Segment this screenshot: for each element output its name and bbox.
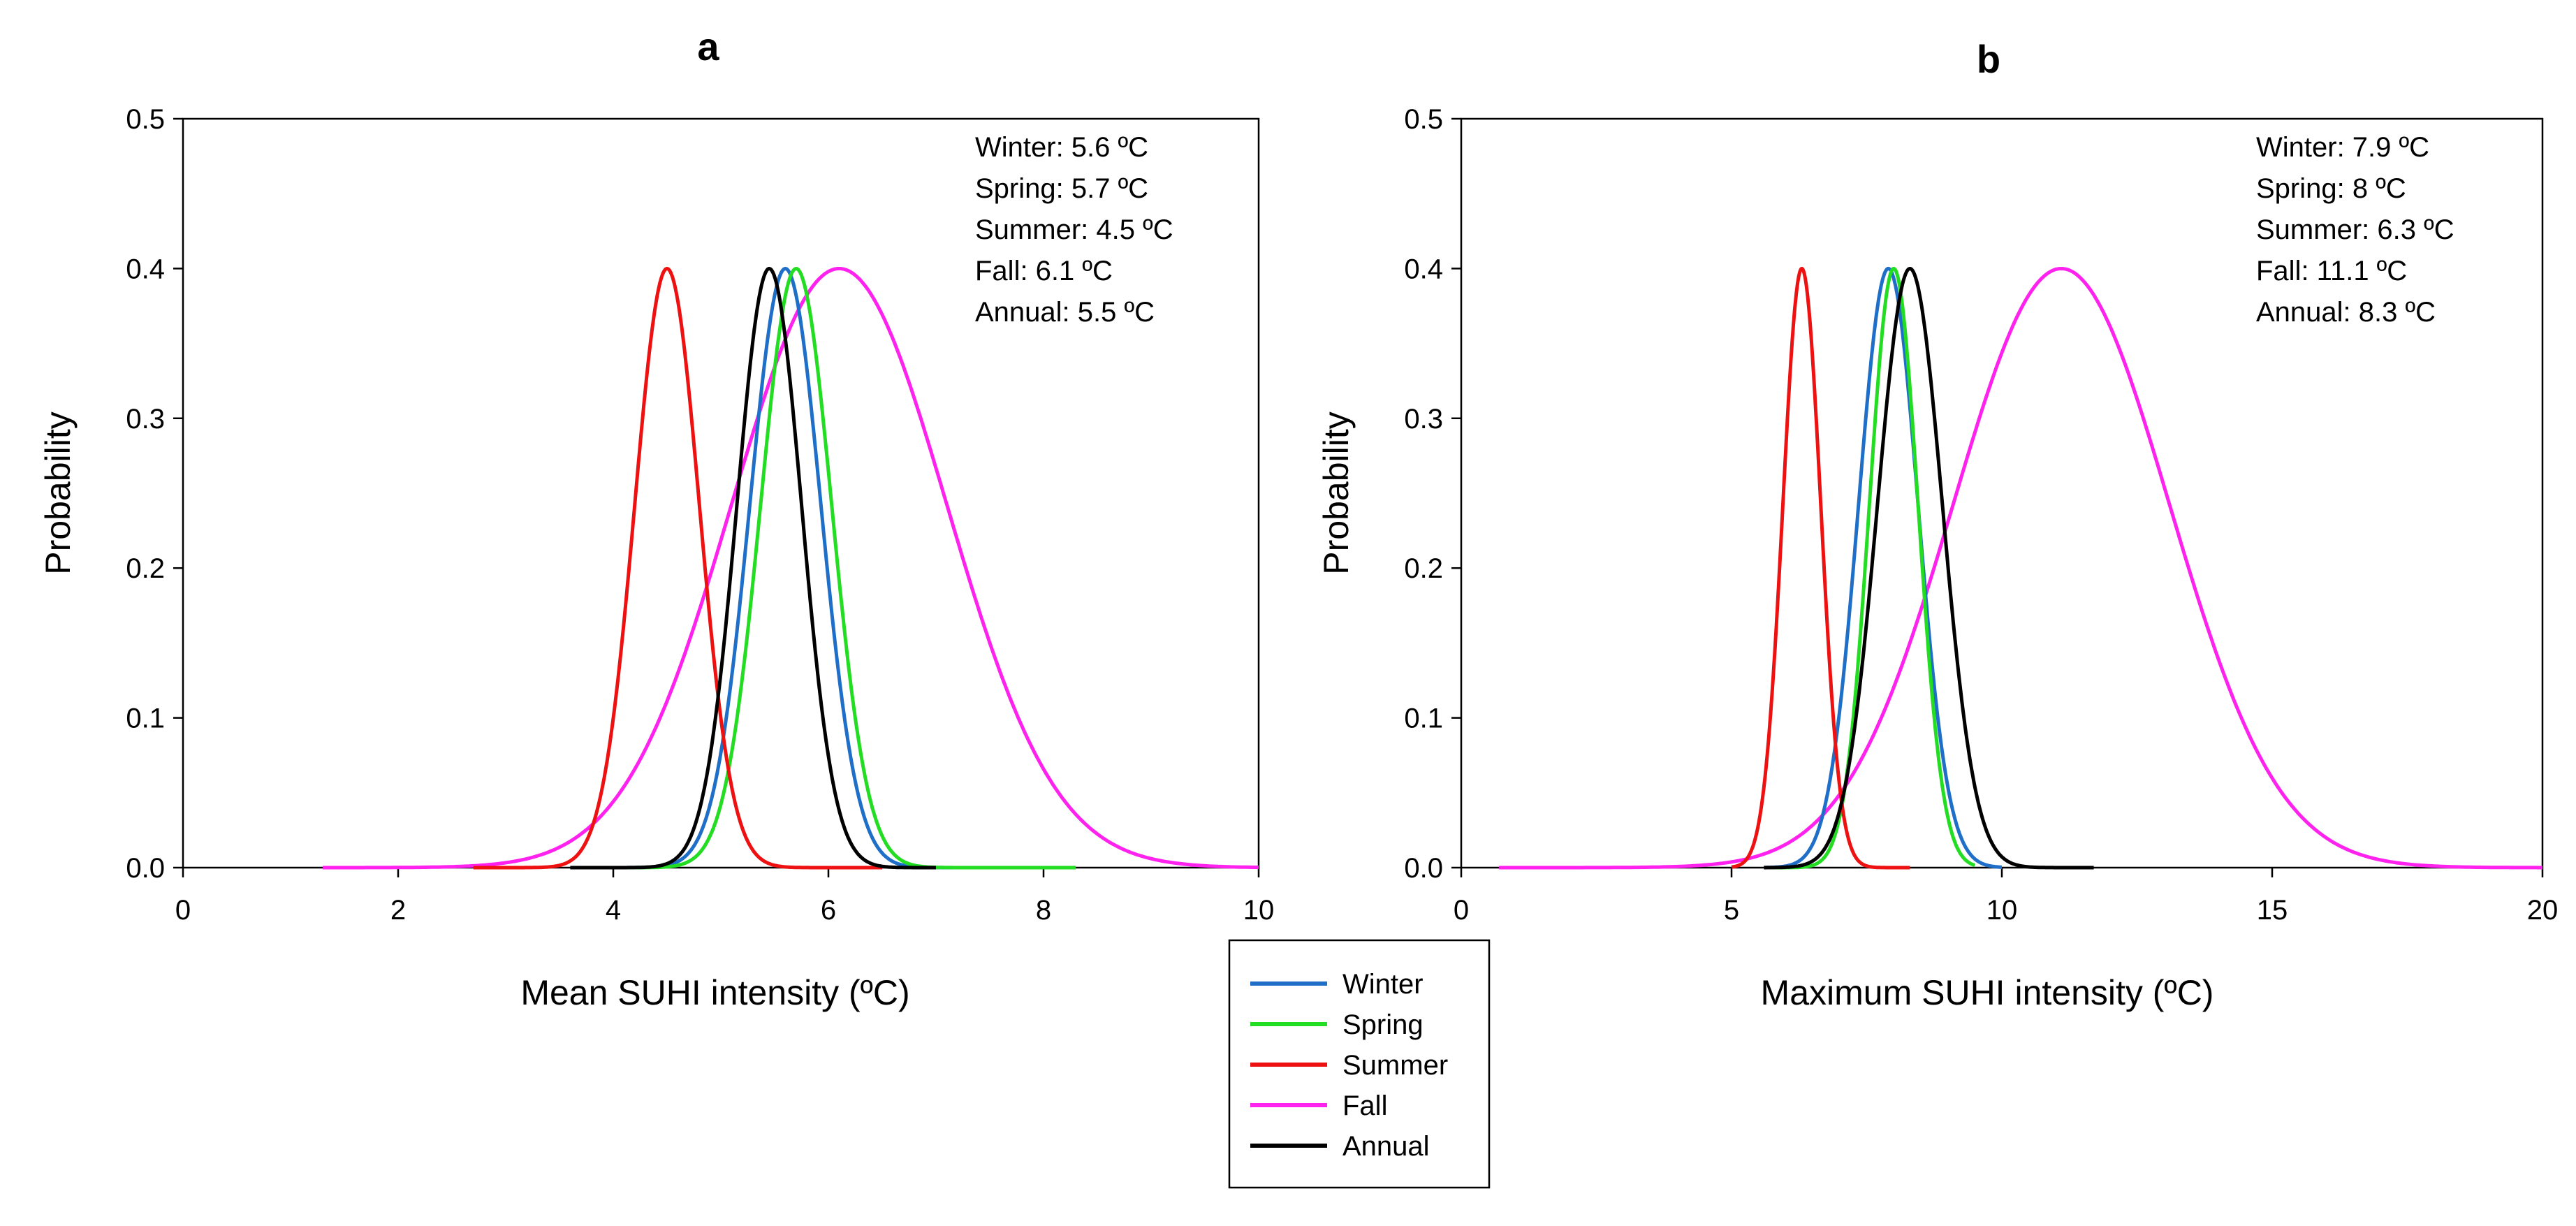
- legend-label-fall: Fall: [1342, 1090, 1387, 1121]
- panel-a-label: a: [697, 24, 719, 68]
- panel-a-xtick-label: 0: [175, 895, 191, 926]
- panel-b-annotation-summer: Summer: 6.3 ºC: [2256, 214, 2454, 245]
- panel-a-annotation-spring: Spring: 5.7 ºC: [975, 173, 1148, 204]
- panel-a-curve-summer: [473, 266, 883, 870]
- panel-b-xtick-label: 20: [2527, 895, 2559, 926]
- panel-b-xtick-label: 0: [1454, 895, 1469, 926]
- panel-a-ytick-label: 0.0: [126, 853, 165, 884]
- panel-a-plot-frame: [182, 117, 1260, 869]
- panel-b-annotation-winter: Winter: 7.9 ºC: [2256, 132, 2429, 163]
- panel-a-curve-winter: [591, 266, 1001, 870]
- panel-a-ytick-label: 0.3: [126, 404, 165, 435]
- panel-a-xtick-label: 4: [606, 895, 621, 926]
- panel-b-curve-summer: [1730, 266, 1912, 870]
- panel-b-annotations: Winter: 7.9 ºC Spring: 8 ºC Summer: 6.3 …: [2256, 132, 2454, 328]
- panel-a-xtick-label: 8: [1036, 895, 1051, 926]
- panel-b-annotation-fall: Fall: 11.1 ºC: [2256, 256, 2407, 286]
- panel-b-y-axis: 0.0 0.1 0.2 0.3 0.4 0.5: [1404, 104, 1461, 884]
- panel-a-curve-spring: [592, 267, 1076, 870]
- panel-b-ytick-label: 0.0: [1404, 853, 1443, 884]
- legend: Winter Spring Summer Fall Annual: [1228, 939, 1491, 1189]
- panel-a-xtick-label: 6: [821, 895, 836, 926]
- panel-a-annotation-fall: Fall: 6.1 ºC: [975, 256, 1113, 286]
- panel-b-label: b: [1977, 37, 2000, 81]
- panel-b-x-axis: 0 5 10 15 20: [1454, 868, 2558, 926]
- panel-b-curve-fall: [1499, 267, 2542, 870]
- panel-b-annotation-annual: Annual: 8.3 ºC: [2256, 297, 2436, 328]
- panel-a-ylabel: Probability: [38, 411, 78, 574]
- legend-label-winter: Winter: [1342, 969, 1424, 1000]
- panel-b-ylabel: Probability: [1317, 411, 1356, 574]
- panel-b-ytick-label: 0.3: [1404, 404, 1443, 435]
- panel-b-xtick-label: 15: [2257, 895, 2288, 926]
- panel-a-annotation-winter: Winter: 5.6 ºC: [975, 132, 1148, 163]
- legend-label-annual: Annual: [1342, 1131, 1430, 1162]
- panel-b-xtick-label: 5: [1724, 895, 1739, 926]
- panel-a-xtick-label: 2: [390, 895, 406, 926]
- panel-a-ytick-label: 0.5: [126, 104, 165, 135]
- panel-a-ytick-label: 0.2: [126, 553, 165, 584]
- legend-label-summer: Summer: [1342, 1050, 1448, 1081]
- panel-b-curve-winter: [1763, 266, 2003, 870]
- panel-a-ytick-label: 0.4: [126, 254, 165, 284]
- panel-b-curve-annual: [1763, 266, 2095, 870]
- panel-a-curve-fall: [323, 267, 1259, 870]
- panel-a-annotation-annual: Annual: 5.5 ºC: [975, 297, 1155, 328]
- panel-b-xlabel: Maximum SUHI intensity (ºC): [1761, 973, 2214, 1012]
- panel-b-ytick-label: 0.2: [1404, 553, 1443, 584]
- panel-b-ytick-label: 0.5: [1404, 104, 1443, 135]
- panel-b-ytick-label: 0.1: [1404, 703, 1443, 734]
- panel-b-curve-spring: [1768, 267, 1976, 870]
- panel-a-curve-annual: [569, 266, 937, 870]
- panel-a: a 0.0 0.1 0.2 0.3 0.4 0.5 0 2 4 6 8 10 Probability…: [38, 24, 1274, 1012]
- panel-a-xtick-label: 10: [1243, 895, 1275, 926]
- panel-a-y-axis: 0.0 0.1 0.2 0.3 0.4 0.5: [126, 104, 183, 884]
- legend-label-spring: Spring: [1342, 1009, 1424, 1040]
- panel-b-xtick-label: 10: [1986, 895, 2018, 926]
- panel-a-annotation-summer: Summer: 4.5 ºC: [975, 214, 1173, 245]
- legend-items: Winter Spring Summer Fall Annual: [1250, 969, 1448, 1162]
- panel-a-xlabel: Mean SUHI intensity (ºC): [520, 973, 909, 1012]
- panel-a-curves: [323, 266, 1259, 870]
- panel-a-annotations: Winter: 5.6 ºC Spring: 5.7 ºC Summer: 4.…: [975, 132, 1173, 328]
- panel-b-ytick-label: 0.4: [1404, 254, 1443, 284]
- panel-b-curves: [1499, 266, 2542, 870]
- panel-a-x-axis: 0 2 4 6 8 10: [175, 868, 1274, 926]
- panel-a-ytick-label: 0.1: [126, 703, 165, 734]
- panel-b: b 0.0 0.1 0.2 0.3 0.4 0.5 0 5 10 15 20 Probabilit…: [1317, 37, 2558, 1012]
- panel-b-annotation-spring: Spring: 8 ºC: [2256, 173, 2406, 204]
